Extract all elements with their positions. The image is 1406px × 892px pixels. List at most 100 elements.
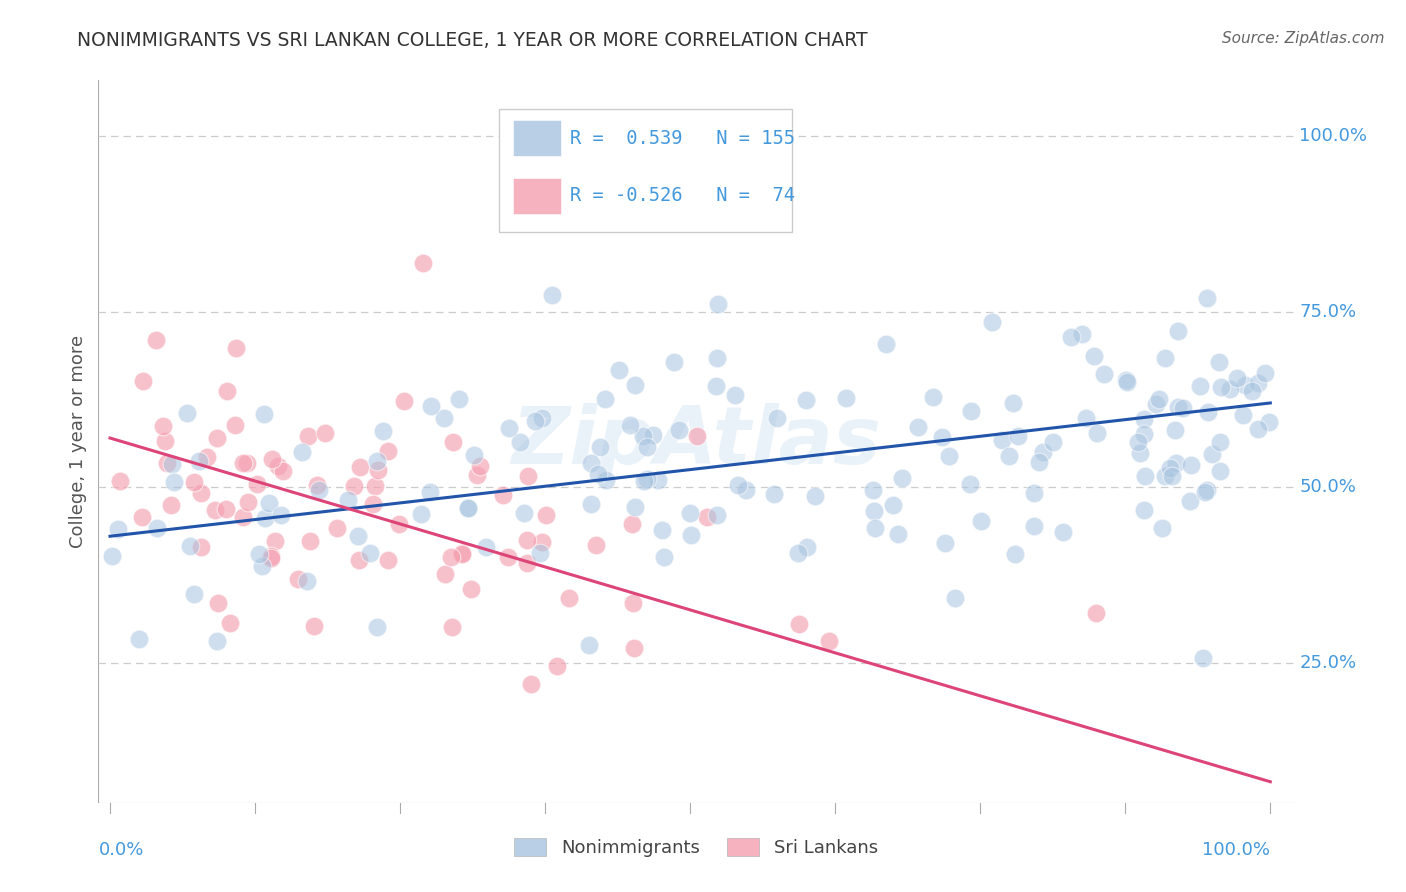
Point <box>546 659 568 673</box>
Point <box>388 517 411 532</box>
Point <box>1150 521 1173 535</box>
Point <box>1133 502 1156 516</box>
Point <box>1083 350 1105 364</box>
Point <box>1226 371 1249 385</box>
Point <box>176 406 198 420</box>
Point <box>1071 327 1094 342</box>
Text: R = -0.526   N =  74: R = -0.526 N = 74 <box>571 186 796 205</box>
Point <box>1232 409 1254 423</box>
Point <box>787 617 810 632</box>
Point <box>1197 405 1219 419</box>
Point <box>308 483 330 498</box>
Point <box>1159 460 1181 475</box>
Point <box>1219 382 1241 396</box>
Point <box>457 500 479 515</box>
Point <box>100 549 122 563</box>
Point <box>981 315 1004 329</box>
Point <box>108 474 131 488</box>
Point <box>581 456 603 470</box>
Point <box>232 456 254 470</box>
Point <box>1241 384 1264 398</box>
Point <box>998 449 1021 463</box>
Point <box>727 477 749 491</box>
Point <box>236 456 259 470</box>
Point <box>326 521 349 535</box>
Text: R =  0.539   N = 155: R = 0.539 N = 155 <box>571 128 796 147</box>
Point <box>307 477 329 491</box>
Point <box>891 471 914 485</box>
Point <box>468 459 491 474</box>
Point <box>152 418 174 433</box>
Point <box>1195 291 1218 305</box>
Point <box>250 558 273 573</box>
Point <box>607 363 630 377</box>
Point <box>190 541 212 555</box>
Point <box>818 634 841 648</box>
Point <box>253 511 276 525</box>
Point <box>366 620 388 634</box>
Point <box>219 615 242 630</box>
Point <box>1254 366 1277 380</box>
Point <box>346 528 368 542</box>
Point <box>1197 483 1219 498</box>
Point <box>1180 493 1202 508</box>
Point <box>516 557 538 571</box>
Point <box>558 591 581 606</box>
Point <box>270 508 292 523</box>
Point <box>931 430 953 444</box>
Point <box>786 545 808 559</box>
Point <box>498 421 520 435</box>
Point <box>679 506 702 520</box>
Point <box>349 460 371 475</box>
Point <box>863 521 886 535</box>
Point <box>1188 379 1211 393</box>
Point <box>205 431 228 445</box>
Point <box>621 596 644 610</box>
Point <box>215 501 238 516</box>
Point <box>225 342 247 356</box>
Point <box>295 574 318 588</box>
Point <box>624 378 647 392</box>
Point <box>224 418 246 433</box>
Point <box>593 392 616 407</box>
Point <box>633 474 655 488</box>
Point <box>155 456 177 470</box>
Point <box>943 591 966 606</box>
Text: ZipAtlas: ZipAtlas <box>510 402 882 481</box>
Point <box>260 549 283 564</box>
Point <box>534 508 557 522</box>
Point <box>686 429 709 443</box>
Point <box>595 473 617 487</box>
Text: Source: ZipAtlas.com: Source: ZipAtlas.com <box>1222 31 1385 46</box>
Point <box>187 454 209 468</box>
Point <box>132 374 155 388</box>
Point <box>1032 444 1054 458</box>
Point <box>887 526 910 541</box>
Point <box>195 450 218 465</box>
Legend: Nonimmigrants, Sri Lankans: Nonimmigrants, Sri Lankans <box>505 829 887 866</box>
Text: 100.0%: 100.0% <box>1202 841 1270 859</box>
Point <box>704 378 727 392</box>
Point <box>347 553 370 567</box>
Point <box>291 445 314 459</box>
FancyBboxPatch shape <box>513 120 561 156</box>
Point <box>652 550 675 565</box>
FancyBboxPatch shape <box>513 178 561 214</box>
Text: 50.0%: 50.0% <box>1299 478 1357 496</box>
Point <box>1128 435 1150 450</box>
Point <box>460 582 482 596</box>
Point <box>260 550 283 565</box>
Point <box>411 508 433 522</box>
Point <box>183 587 205 601</box>
Point <box>1128 446 1150 460</box>
Point <box>796 540 818 554</box>
Point <box>922 390 945 404</box>
Point <box>529 546 551 560</box>
Point <box>863 504 886 518</box>
Point <box>465 468 488 483</box>
Point <box>1257 415 1279 429</box>
Point <box>1167 324 1189 338</box>
Point <box>1191 651 1213 665</box>
Point <box>131 509 153 524</box>
Point <box>520 677 543 691</box>
